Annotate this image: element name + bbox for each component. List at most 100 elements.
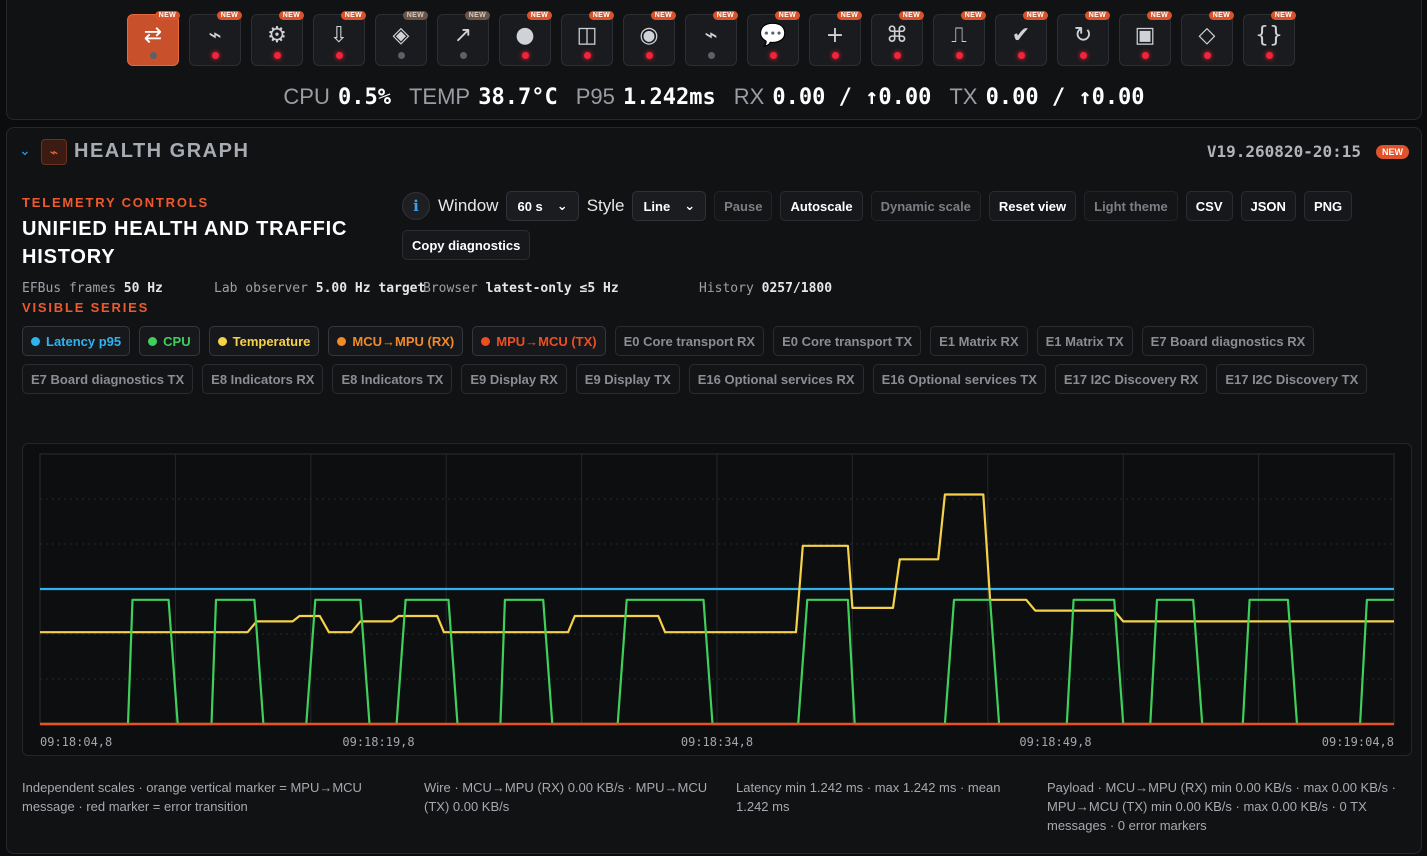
status-dot (273, 52, 281, 59)
series-color-swatch (481, 336, 491, 346)
status-dot (583, 52, 591, 59)
json-button[interactable]: JSON (1240, 191, 1296, 221)
stat-label: P95 (575, 84, 615, 109)
toolbar-tool-button[interactable]: ↻ NEW (1057, 11, 1110, 66)
series-chip[interactable]: Temperature (208, 326, 320, 356)
png-button[interactable]: PNG (1303, 191, 1353, 221)
toolbar-tool-button[interactable]: ⎍ NEW (933, 11, 986, 66)
toolbar-tool-button[interactable]: ● NEW (499, 11, 552, 66)
chevron-down-icon: ⌄ (684, 198, 696, 213)
checkmark-icon: ✔ (1011, 23, 1031, 48)
meta-lab-observer: Lab observer 5.00 Hz target (214, 281, 425, 296)
toolbar-tool-button[interactable]: 💬 NEW (747, 11, 800, 66)
chat-bubble-icon: 💬 (759, 23, 787, 48)
status-dot (459, 52, 467, 59)
toolbar-tool-button[interactable]: ▣ NEW (1119, 11, 1172, 66)
new-tag: NEW (774, 11, 800, 20)
stat-value: 0.00 / ↑0.00 (772, 85, 932, 110)
info-icon[interactable]: i (402, 192, 430, 220)
series-color-swatch (217, 336, 227, 346)
swap-arrows-icon: ⇄ (143, 23, 163, 48)
toolbar-tool-button[interactable]: ⌘ NEW (871, 11, 924, 66)
window-select[interactable]: 60 s ⌄ (506, 191, 579, 221)
series-chip[interactable]: E0 Core transport RX (614, 326, 765, 356)
new-tag: NEW (154, 11, 180, 20)
series-chip[interactable]: E8 Indicators TX (332, 364, 453, 394)
series-chip-list: Latency p95 CPU Temperature MCU→MPU (RX) MPU… (22, 326, 1402, 394)
series-chip[interactable]: E7 Board diagnostics RX (1141, 326, 1315, 356)
series-chip[interactable]: MCU→MPU (RX) (328, 326, 464, 356)
toolbar-tool-button[interactable]: + NEW (809, 11, 862, 66)
series-chip[interactable]: E0 Core transport TX (773, 326, 922, 356)
toolbar-tool-button[interactable]: ⚙ NEW (251, 11, 304, 66)
circle-icon: ● (515, 23, 535, 48)
toolbar-tool-button[interactable]: ⇄ NEW (127, 11, 180, 66)
command-icon: ⌘ (886, 23, 908, 48)
autoscale-button[interactable]: Autoscale (780, 191, 863, 221)
series-chip-label: E17 I2C Discovery RX (1063, 371, 1199, 387)
series-chip-label: E9 Display TX (584, 371, 671, 387)
light-theme-button[interactable]: Light theme (1084, 191, 1178, 221)
pause-button[interactable]: Pause (714, 191, 773, 221)
series-line-cpu (40, 598, 1394, 726)
toolbar-tool-button[interactable]: ✔ NEW (995, 11, 1048, 66)
arrow-up-right-icon: ↗ (453, 23, 473, 48)
toolbar-tool-button[interactable]: ↗ NEW (437, 11, 490, 66)
series-chip[interactable]: CPU (139, 326, 200, 356)
toolbar-tool-button[interactable]: ◈ NEW (375, 11, 428, 66)
new-tag: NEW (278, 11, 304, 20)
series-chip-label: E7 Board diagnostics RX (1150, 333, 1306, 349)
series-chip[interactable]: E17 I2C Discovery RX (1054, 364, 1208, 394)
dynamic-scale-button[interactable]: Dynamic scale (870, 191, 981, 221)
status-dot (769, 52, 777, 59)
download-icon: ⇩ (329, 23, 349, 48)
toolbar-tool-button[interactable]: ⌁ NEW (685, 11, 738, 66)
stat-label: RX (733, 84, 765, 109)
meta-value: latest-only ≤5 Hz (485, 281, 619, 296)
stat-value: 0.5% (338, 85, 391, 110)
x-tick-label: 09:18:34,8 (681, 735, 753, 749)
status-dot (149, 52, 157, 59)
new-tag: NEW (1208, 11, 1234, 20)
toolbar-tool-button[interactable]: ⌁ NEW (189, 11, 242, 66)
new-tag: NEW (216, 11, 242, 20)
style-select[interactable]: Line ⌄ (632, 191, 707, 221)
style-value: Line (643, 198, 671, 214)
toolbar-tool-button[interactable]: ◫ NEW (561, 11, 614, 66)
csv-button[interactable]: CSV (1185, 191, 1233, 221)
toolbar-tool-button[interactable]: ⇩ NEW (313, 11, 366, 66)
series-chip[interactable]: E9 Display TX (575, 364, 680, 394)
x-tick-label: 09:18:19,8 (342, 735, 414, 749)
health-graph-panel: ⌄ ⌁ HEALTH GRAPH V19.260820-20:15 NEW TE… (6, 127, 1422, 854)
series-chip[interactable]: E8 Indicators RX (202, 364, 324, 394)
new-tag: NEW (898, 11, 924, 20)
series-chip[interactable]: E16 Optional services TX (872, 364, 1046, 394)
series-chip[interactable]: E1 Matrix RX (930, 326, 1028, 356)
copy-diagnostics-button[interactable]: Copy diagnostics (402, 230, 531, 260)
reset-view-button[interactable]: Reset view (988, 191, 1077, 221)
series-chip[interactable]: MPU→MCU (TX) (472, 326, 606, 356)
status-dot (893, 52, 901, 59)
health-chart[interactable]: 09:18:04,8 09:18:19,8 09:18:34,8 09:18:49,8… (22, 443, 1412, 756)
new-tag: NEW (1022, 11, 1048, 20)
toolbar-tool-button[interactable]: ◇ NEW (1181, 11, 1234, 66)
series-chip[interactable]: E17 I2C Discovery TX (1216, 364, 1368, 394)
series-chip[interactable]: E16 Optional services RX (688, 364, 864, 394)
toolbar-tool-button[interactable]: ◉ NEW (623, 11, 676, 66)
new-tag: NEW (588, 11, 614, 20)
series-color-swatch (31, 336, 40, 346)
status-dot (1203, 52, 1211, 59)
status-dot (831, 52, 839, 59)
series-chip[interactable]: E1 Matrix TX (1036, 326, 1133, 356)
series-chip[interactable]: E7 Board diagnostics TX (22, 364, 194, 394)
refresh-icon: ↻ (1073, 23, 1093, 48)
footer-scales-note: Independent scales · orange vertical mar… (22, 780, 362, 814)
series-chip[interactable]: E9 Display RX (461, 364, 567, 394)
gear-icon: ⚙ (267, 23, 287, 48)
meta-browser: Browser latest-only ≤5 Hz (423, 281, 619, 296)
collapse-chevron-icon[interactable]: ⌄ (19, 142, 31, 158)
series-chip[interactable]: Latency p95 (22, 326, 131, 356)
status-dot (645, 52, 653, 59)
section-label: TELEMETRY CONTROLS (22, 195, 209, 210)
toolbar-tool-button[interactable]: {} NEW (1243, 11, 1296, 66)
